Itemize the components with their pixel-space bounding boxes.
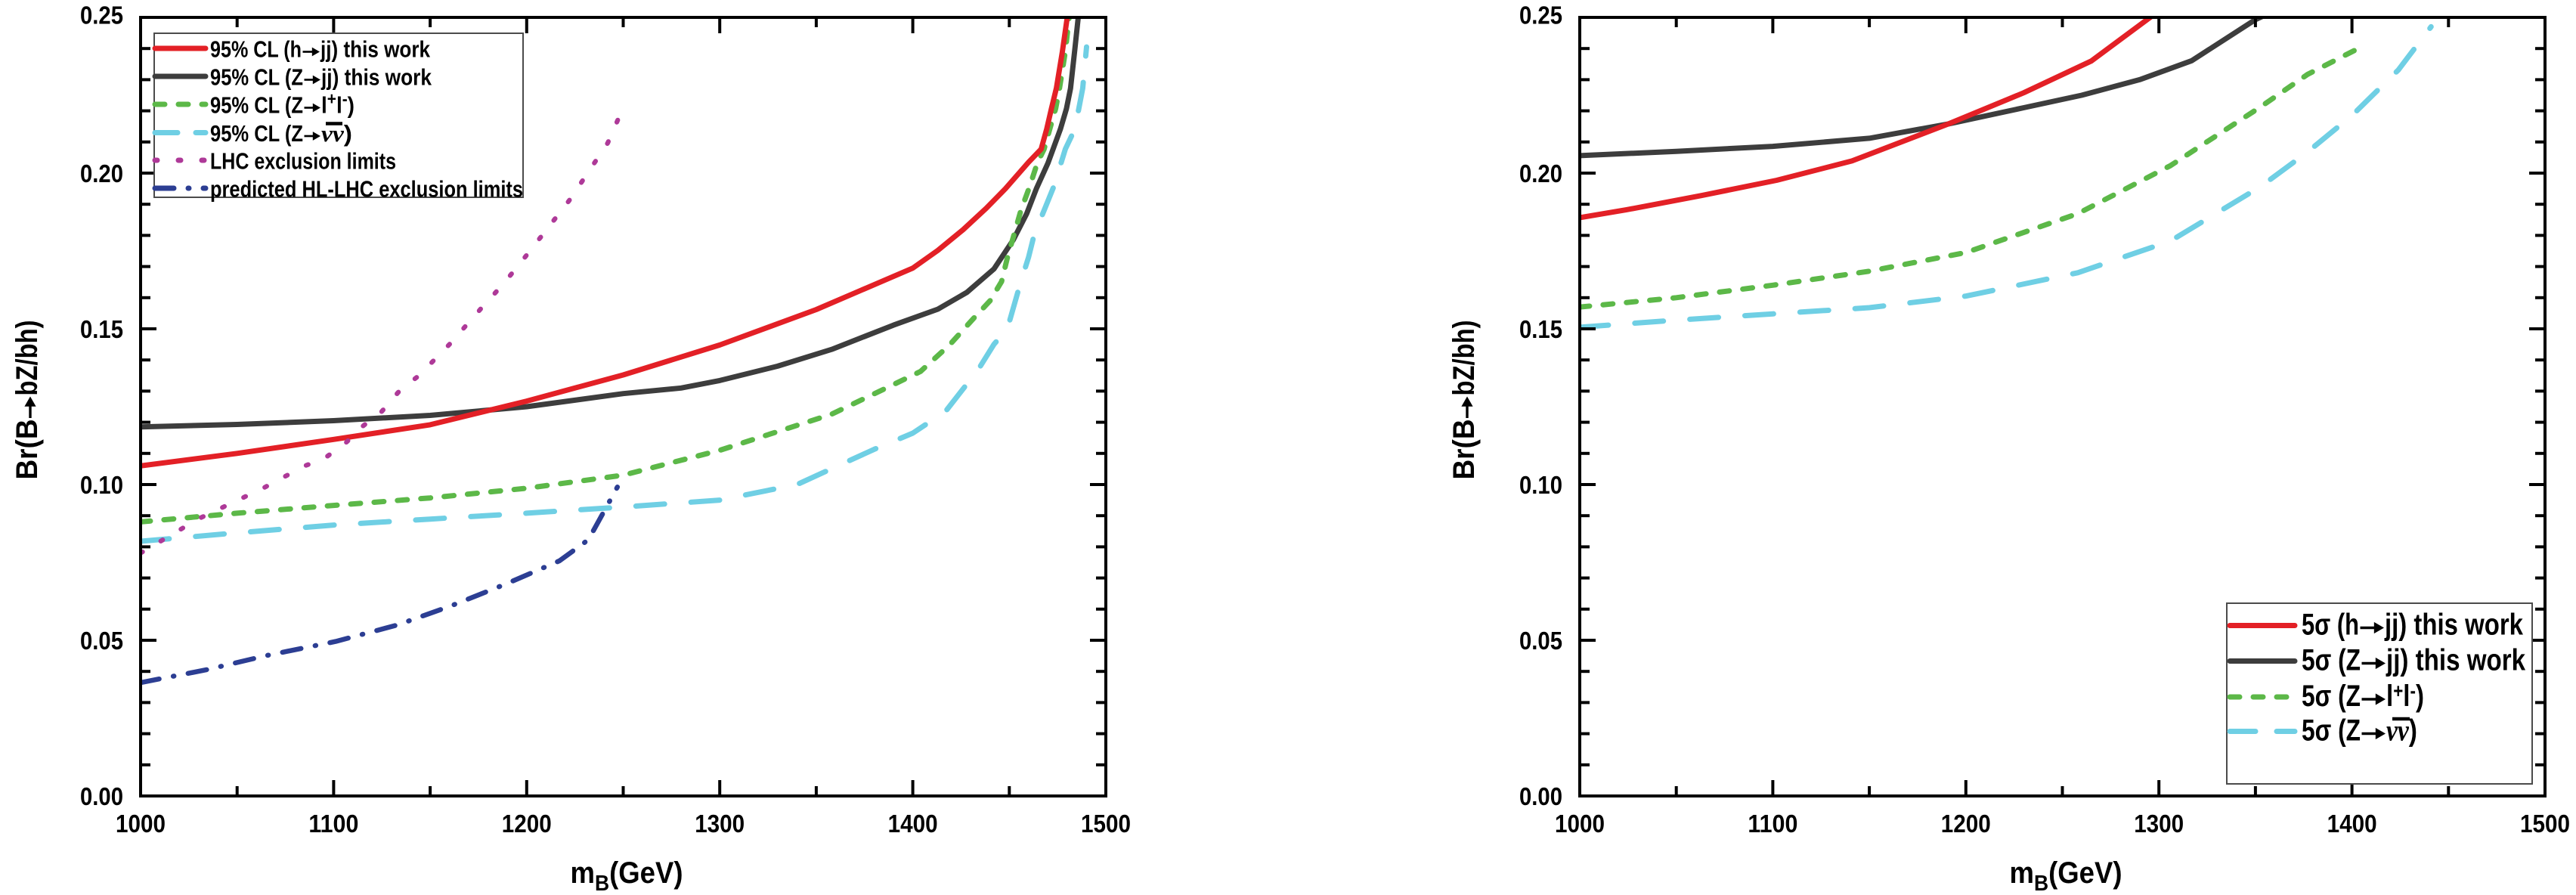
svg-text:1500: 1500 [1081,810,1131,838]
svg-text:0.00: 0.00 [80,782,123,810]
svg-text:0.05: 0.05 [1519,627,1562,655]
svg-text:95% CL (h: 95% CL (h [210,36,302,63]
svg-text:LHC exclusion limits: LHC exclusion limits [210,148,396,175]
svg-text:1200: 1200 [502,810,552,838]
svg-text:1100: 1100 [308,810,358,838]
svg-text:0.15: 0.15 [80,315,123,343]
svg-text:1000: 1000 [116,810,166,838]
svg-text:95% CL (Z: 95% CL (Z [210,92,303,119]
svg-text:predicted HL-LHC exclusion lim: predicted HL-LHC exclusion limits [210,176,523,203]
svg-text:95% CL (Z: 95% CL (Z [210,120,303,147]
svg-text:1500: 1500 [2520,810,2570,838]
svg-text:1000: 1000 [1555,810,1605,838]
svg-text:5σ (Z: 5σ (Z [2302,680,2361,713]
svg-text:0.20: 0.20 [1519,159,1562,187]
svg-text:5σ (h: 5σ (h [2302,609,2359,642]
svg-text:jj) this work: jj) this work [320,36,430,63]
svg-text:0.10: 0.10 [1519,471,1562,499]
svg-text:0.25: 0.25 [80,2,123,29]
svg-text:l+l-): l+l-) [2386,680,2424,713]
svg-text:5σ (Z: 5σ (Z [2302,714,2361,748]
svg-text:1100: 1100 [1748,810,1797,838]
svg-text:0.10: 0.10 [80,471,123,499]
svg-text:Br(B: Br(B [11,420,44,480]
svg-text:0.00: 0.00 [1519,782,1562,810]
svg-text:0.25: 0.25 [1519,2,1562,29]
svg-text:5σ (Z: 5σ (Z [2302,644,2361,677]
svg-text:jj) this work: jj) this work [320,64,432,91]
svg-text:1400: 1400 [2327,810,2377,838]
svg-text:0.20: 0.20 [80,159,123,187]
svg-text:Br(B: Br(B [1447,420,1481,480]
svg-text:1300: 1300 [695,810,745,838]
svg-text:jj) this work: jj) this work [2386,644,2525,677]
svg-text:0.15: 0.15 [1519,315,1562,343]
svg-text:l+l-): l+l-) [321,89,355,119]
svg-text:bZ/bh): bZ/bh) [11,321,44,396]
svg-text:mB(GeV): mB(GeV) [571,856,683,895]
svg-text:0.05: 0.05 [80,627,123,655]
svg-text:bZ/bh): bZ/bh) [1447,321,1481,396]
svg-text:1200: 1200 [1941,810,1991,838]
svg-text:1300: 1300 [2134,810,2184,838]
svg-text:jj) this work: jj) this work [2384,609,2523,642]
svg-text:95% CL (Z: 95% CL (Z [210,64,303,91]
svg-text:1400: 1400 [888,810,938,838]
svg-text:mB(GeV): mB(GeV) [2010,856,2122,895]
